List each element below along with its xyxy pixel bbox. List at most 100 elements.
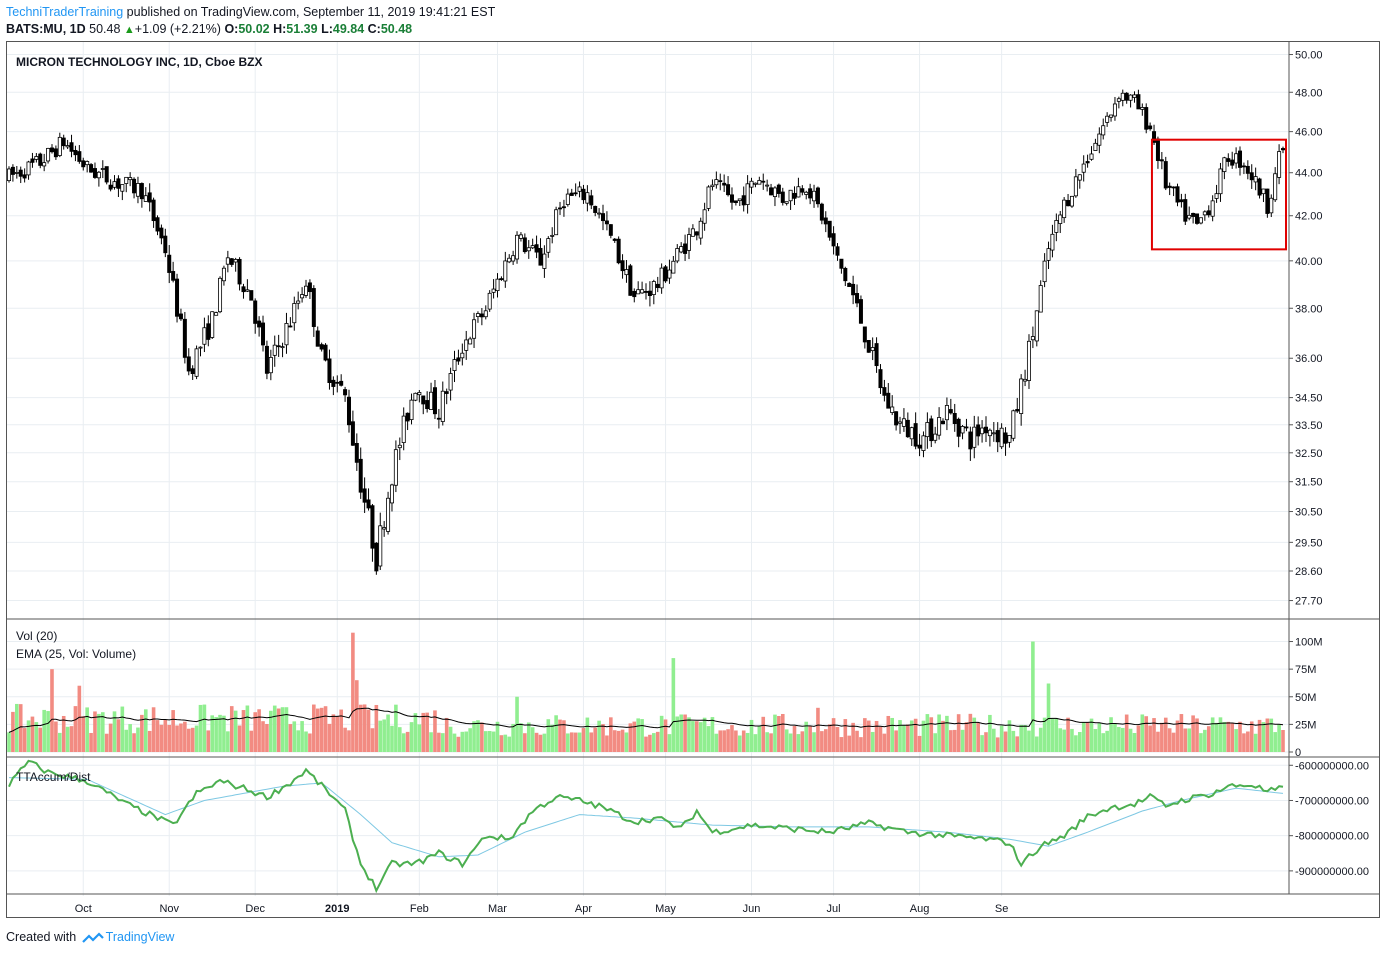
candle-body xyxy=(601,213,606,222)
candle-body xyxy=(1155,138,1160,161)
candle-body xyxy=(374,542,379,572)
candle-body xyxy=(855,293,860,304)
volume-bar xyxy=(34,722,39,752)
author-link[interactable]: TechniTraderTraining xyxy=(6,5,124,19)
candle-body xyxy=(350,421,355,446)
candle-body xyxy=(772,187,777,198)
volume-bar xyxy=(1249,721,1254,752)
candle-body xyxy=(1034,310,1039,342)
candle-body xyxy=(143,195,148,202)
volume-bar xyxy=(859,737,863,752)
candle-body xyxy=(1062,199,1067,219)
candle-body xyxy=(405,412,410,422)
candle-body xyxy=(718,180,723,183)
candle-body xyxy=(432,387,437,415)
candle-body xyxy=(1183,199,1188,222)
tradingview-brand-link[interactable]: TradingView xyxy=(105,930,175,944)
publish-line: TechniTraderTraining published on Tradin… xyxy=(6,4,495,21)
candle-body xyxy=(550,234,555,237)
price-panel[interactable]: MICRON TECHNOLOGY INC, 1D, Cboe BZX xyxy=(7,55,1288,575)
volume-bar xyxy=(374,704,379,752)
volume-bar xyxy=(612,730,617,752)
volume-bar xyxy=(968,713,973,752)
volume-bar xyxy=(1074,735,1078,752)
volume-bar xyxy=(1230,722,1234,752)
volume-bar xyxy=(257,709,261,752)
candle-body xyxy=(343,389,348,396)
candle-body xyxy=(530,245,535,249)
volume-bar xyxy=(796,734,801,752)
volume-bar xyxy=(769,733,773,752)
volume-bar xyxy=(624,732,629,752)
volume-bar xyxy=(347,730,351,752)
axes: Oct Nov Dec 2019 Feb Mar Apr May Jun Jul Aug Se 50.0… xyxy=(75,50,1369,915)
volume-bar xyxy=(104,733,109,752)
candle-body xyxy=(905,419,910,438)
volume-bar xyxy=(253,712,258,752)
candle-body xyxy=(1234,153,1239,164)
candle-body xyxy=(558,207,563,210)
indicator-panel[interactable]: TTAccum/Dist xyxy=(8,759,1284,894)
last-price: 50.48 xyxy=(89,22,121,36)
volume-bar xyxy=(956,714,961,752)
candle-body xyxy=(1230,159,1235,166)
volume-bar xyxy=(186,728,191,752)
volume-bar xyxy=(1066,717,1070,752)
volume-bar xyxy=(827,724,832,752)
candle-body xyxy=(913,423,918,447)
volume-bar xyxy=(89,732,93,752)
volume-bar xyxy=(933,733,937,752)
volume-bar xyxy=(276,708,281,752)
volume-bar xyxy=(1226,721,1231,752)
up-arrow-icon: ▲ xyxy=(123,24,135,36)
volume-bar xyxy=(851,722,855,752)
volume-bar xyxy=(1109,717,1113,752)
volume-bar xyxy=(906,724,910,752)
volume-bar xyxy=(1050,718,1055,752)
volume-bar xyxy=(58,732,62,752)
candle-body xyxy=(225,257,230,265)
volume-bar xyxy=(569,732,574,752)
candle-body xyxy=(1050,233,1055,251)
candle-body xyxy=(401,415,406,444)
candle-body xyxy=(706,186,711,209)
volume-panel[interactable]: Vol (20) EMA (25, Vol: Volume) xyxy=(7,629,1285,752)
volume-bar xyxy=(1113,723,1117,752)
indicator-tick-label: -600000000.00 xyxy=(1295,760,1369,772)
volume-bar xyxy=(46,711,50,752)
volume-bar xyxy=(155,720,160,752)
volume-bar xyxy=(483,731,488,752)
candle-body xyxy=(655,283,660,288)
candle-body xyxy=(515,234,520,260)
candle-body xyxy=(710,184,715,188)
candle-body xyxy=(49,147,54,153)
candle-body xyxy=(1089,153,1094,160)
volume-bar xyxy=(804,721,809,752)
volume-bar xyxy=(847,735,852,752)
candle-body xyxy=(429,391,434,410)
candle-body xyxy=(675,248,680,262)
volume-bar xyxy=(929,717,934,752)
volume-bar xyxy=(695,721,699,752)
candle-body xyxy=(1179,199,1184,203)
candle-body xyxy=(57,136,62,156)
volume-bar xyxy=(820,731,824,752)
volume-bar xyxy=(573,732,578,752)
volume-bar xyxy=(757,725,762,752)
candle-body xyxy=(620,260,625,272)
volume-bar xyxy=(1203,729,1207,752)
volume-bar xyxy=(780,713,785,752)
candle-body xyxy=(866,340,871,353)
volume-bar xyxy=(925,714,930,752)
candle-body xyxy=(737,198,742,202)
candle-body xyxy=(784,201,789,204)
volume-bar xyxy=(1120,727,1125,752)
candle-body xyxy=(729,194,734,203)
volume-bar xyxy=(413,713,418,752)
price-tick-label: 46.00 xyxy=(1295,127,1323,139)
volume-bar xyxy=(999,725,1004,752)
volume-bar xyxy=(558,719,562,752)
candle-body xyxy=(1238,150,1243,168)
volume-bar xyxy=(1277,724,1281,752)
